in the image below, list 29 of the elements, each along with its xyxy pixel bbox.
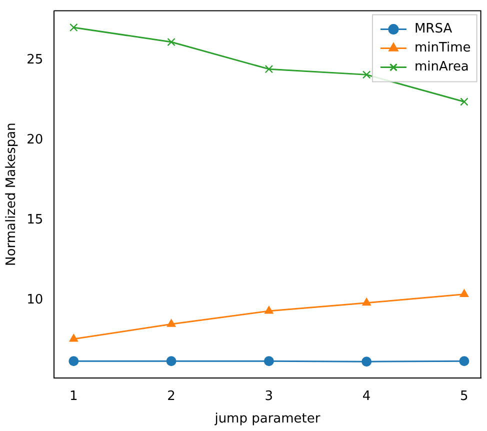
legend-label: MRSA xyxy=(414,22,452,37)
legend-label: minTime xyxy=(414,40,471,56)
y-tick-label: 20 xyxy=(26,132,44,148)
legend-label: minArea xyxy=(414,60,469,75)
y-axis-title: Normalized Makespan xyxy=(4,122,20,266)
x-tick-label: 4 xyxy=(362,388,371,404)
point xyxy=(459,356,470,366)
x-tick-label: 2 xyxy=(167,388,176,404)
point xyxy=(460,289,469,297)
point xyxy=(460,98,468,106)
point xyxy=(166,319,176,327)
point xyxy=(70,23,78,32)
y-tick-label: 15 xyxy=(26,212,44,228)
y-tick-label: 10 xyxy=(26,292,44,308)
point xyxy=(68,356,79,366)
point xyxy=(362,356,372,367)
y-tick-label: 25 xyxy=(26,52,44,68)
point xyxy=(167,38,176,46)
point xyxy=(264,356,274,366)
point xyxy=(264,64,274,74)
point xyxy=(264,306,274,314)
x-tick-label: 1 xyxy=(70,388,78,404)
x-axis-title: jump parameter xyxy=(214,412,321,427)
point xyxy=(362,70,371,79)
point xyxy=(69,334,78,342)
x-tick-label: 3 xyxy=(264,388,274,404)
point xyxy=(166,356,176,366)
point xyxy=(362,298,371,306)
x-tick-label: 5 xyxy=(460,388,468,404)
